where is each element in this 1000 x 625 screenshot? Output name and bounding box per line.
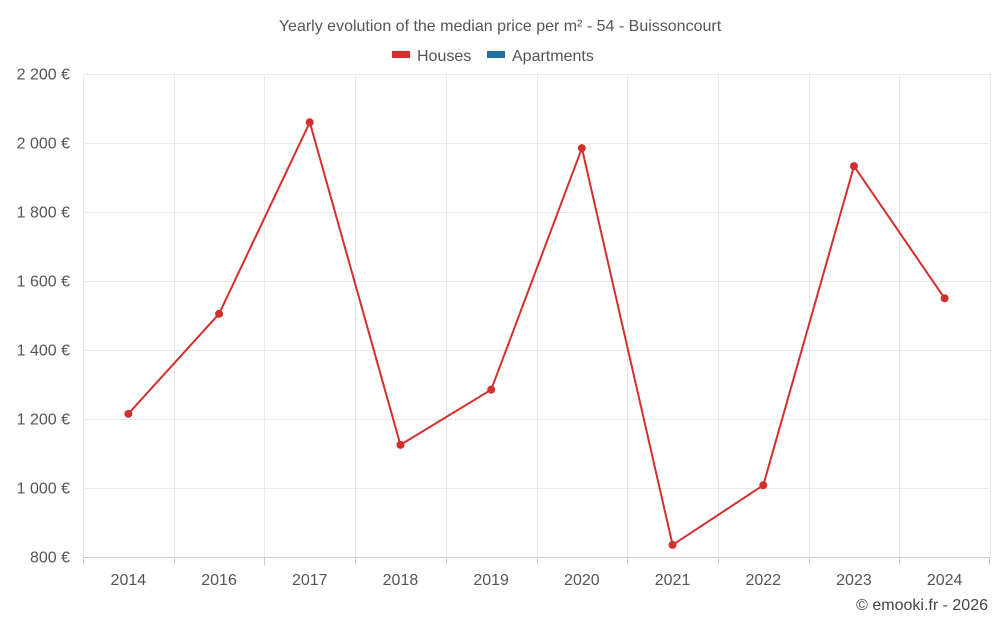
data-point <box>305 118 314 127</box>
data-point <box>759 481 768 490</box>
x-tick-label: 2016 <box>201 572 237 589</box>
chart-title: Yearly evolution of the median price per… <box>279 18 722 35</box>
y-tick-label: 2 000 € <box>17 136 70 153</box>
x-tick-label: 2021 <box>655 572 691 589</box>
x-tick-label: 2022 <box>745 572 781 589</box>
legend-label-apartments: Apartments <box>512 48 594 65</box>
x-tick-label: 2019 <box>473 572 509 589</box>
legend-swatch-apartments <box>487 51 505 58</box>
series-line-houses <box>127 121 946 546</box>
x-tick-label: 2014 <box>111 572 147 589</box>
x-tick-label: 2018 <box>383 572 419 589</box>
grid <box>83 74 991 557</box>
y-tick-label: 1 600 € <box>17 274 70 291</box>
credit-text: © emooki.fr - 2026 <box>856 597 988 614</box>
y-tick-label: 1 200 € <box>17 412 70 429</box>
x-tick-label: 2017 <box>292 572 328 589</box>
data-point <box>396 440 405 449</box>
x-tick-label: 2023 <box>836 572 872 589</box>
y-tick-label: 800 € <box>30 550 70 567</box>
legend-swatch-houses <box>392 51 410 58</box>
y-tick-label: 1 800 € <box>17 205 70 222</box>
y-axis: 800 € 1 000 € 1 200 € 1 400 € 1 600 € 1 800 €… <box>17 67 70 567</box>
x-tick-label: 2020 <box>564 572 600 589</box>
legend-label-houses: Houses <box>417 48 471 65</box>
data-point <box>124 409 133 418</box>
y-tick-label: 2 200 € <box>17 67 70 84</box>
data-point <box>849 162 858 171</box>
plot-area <box>124 118 949 549</box>
legend-item-houses[interactable]: Houses <box>392 48 471 65</box>
y-tick-label: 1 400 € <box>17 343 70 360</box>
legend: Houses Apartments <box>392 48 594 65</box>
data-point <box>668 540 677 549</box>
x-axis: 2014 2016 2017 2018 2019 2020 2021 2022 2023 2024 <box>83 557 990 589</box>
y-tick-label: 1 000 € <box>17 481 70 498</box>
data-point <box>215 309 224 318</box>
x-tick-label: 2024 <box>927 572 963 589</box>
data-point <box>577 144 586 153</box>
data-point <box>487 385 496 394</box>
data-point <box>940 294 949 303</box>
legend-item-apartments[interactable]: Apartments <box>487 48 594 65</box>
